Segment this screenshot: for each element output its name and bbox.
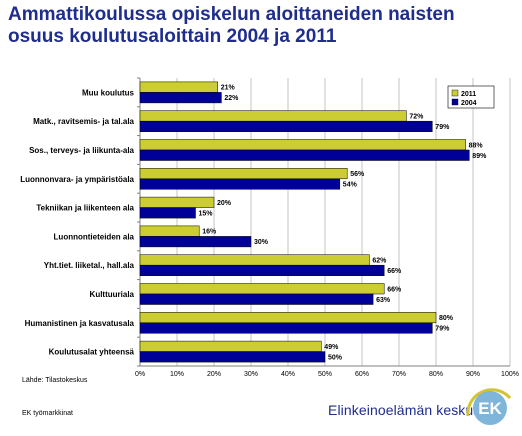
- bar-2011: [139, 139, 466, 151]
- x-tick-label: 60%: [355, 371, 369, 378]
- value-label: 80%: [439, 315, 454, 322]
- value-label: 79%: [435, 326, 450, 333]
- legend-label-2004: 2004: [461, 100, 477, 107]
- category-label: Kulttuuriala: [90, 290, 135, 299]
- legend-swatch-2011: [451, 89, 459, 97]
- ek-logo: EK: [466, 388, 512, 425]
- x-tick-label: 100%: [501, 371, 519, 378]
- category-label: Muu koulutus: [82, 88, 135, 97]
- legend-label-2011: 2011: [461, 91, 476, 98]
- bar-2004: [139, 178, 341, 190]
- category-label: Luonnonvara- ja ympäristöala: [20, 175, 134, 184]
- bar-2004: [139, 207, 196, 219]
- bar-2004: [139, 92, 222, 104]
- logo-circle: [473, 391, 507, 425]
- bar-2011: [139, 254, 370, 266]
- x-tick-label: 30%: [244, 371, 258, 378]
- bar-2011: [139, 168, 348, 180]
- value-label: 20%: [217, 200, 232, 207]
- category-label: Humanistinen ja kasvatusala: [25, 319, 135, 328]
- x-tick-label: 70%: [392, 371, 406, 378]
- x-tick-label: 20%: [207, 371, 221, 378]
- category-label: Yht.tiet. liiketal., hall.ala: [44, 261, 135, 270]
- bar-2004: [139, 293, 374, 305]
- bar-2011: [139, 196, 215, 208]
- bar-2004: [139, 322, 433, 334]
- value-label: 21%: [221, 85, 236, 92]
- value-label: 79%: [435, 124, 450, 131]
- bar-2011: [139, 225, 200, 237]
- category-label: Tekniikan ja liikenteen ala: [36, 204, 134, 213]
- value-label: 72%: [409, 113, 424, 120]
- legend-swatch-2004: [451, 98, 459, 106]
- bar-2011: [139, 312, 437, 324]
- chart-title: Ammattikoulussa opiskelun aloittaneiden …: [8, 4, 455, 47]
- logo-text: EK: [478, 399, 502, 418]
- value-label: 16%: [202, 229, 217, 236]
- category-label: Sos., terveys- ja liikunta-ala: [29, 146, 134, 155]
- value-label: 62%: [372, 257, 387, 264]
- bar-2004: [139, 120, 433, 132]
- value-label: 30%: [254, 239, 269, 246]
- bar-2011: [139, 81, 218, 93]
- value-label: 49%: [324, 344, 339, 351]
- bar-2004: [139, 264, 385, 276]
- value-label: 56%: [350, 171, 365, 178]
- value-label: 66%: [387, 268, 402, 275]
- logo-arc: [466, 388, 512, 417]
- x-tick-label: 40%: [281, 371, 295, 378]
- value-label: 15%: [199, 210, 214, 217]
- bar-2011: [139, 110, 407, 122]
- value-label: 63%: [376, 297, 391, 304]
- x-tick-label: 80%: [429, 371, 443, 378]
- bar-2004: [139, 351, 326, 363]
- footer-organization: Elinkeinoelämän keskusliitto: [328, 402, 506, 418]
- x-tick-label: 50%: [318, 371, 332, 378]
- value-label: 22%: [224, 95, 239, 102]
- bar-2011: [139, 340, 322, 352]
- footer-department: EK työmarkkinat: [22, 410, 73, 417]
- value-label: 54%: [343, 182, 358, 189]
- bar-2004: [139, 149, 470, 161]
- value-label: 89%: [472, 153, 487, 160]
- category-label: Matk., ravitsemis- ja tal.ala: [33, 117, 134, 126]
- value-label: 50%: [328, 354, 343, 361]
- value-label: 66%: [387, 286, 402, 293]
- bar-2004: [139, 236, 252, 248]
- x-tick-label: 10%: [170, 371, 184, 378]
- category-label: Luonnontieteiden ala: [54, 232, 135, 241]
- legend-box: [447, 85, 495, 109]
- x-tick-label: 90%: [466, 371, 480, 378]
- source-note: Lähde: Tilastokeskus: [22, 377, 88, 384]
- bar-2011: [139, 283, 385, 295]
- x-tick-label: 0%: [135, 371, 145, 378]
- category-label: Koulutusalat yhteensä: [49, 348, 135, 357]
- value-label: 88%: [469, 142, 484, 149]
